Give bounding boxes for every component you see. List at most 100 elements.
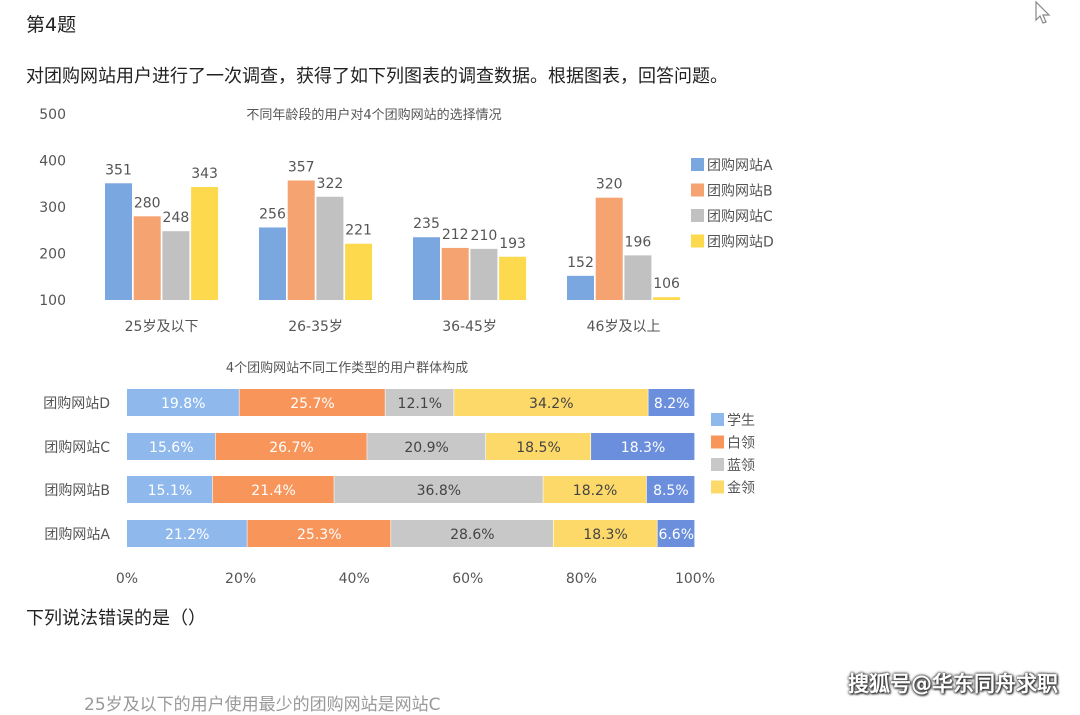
bar-value-label: 235 — [413, 216, 440, 232]
segment-value-label: 20.9% — [404, 440, 448, 456]
segment-value-label: 36.8% — [417, 483, 461, 499]
y-tick-label: 500 — [39, 107, 66, 123]
segment-value-label: 15.6% — [149, 440, 193, 456]
answer-option-a[interactable]: 25岁及以下的用户使用最少的团购网站是网站C — [84, 695, 441, 715]
segment-value-label: 25.3% — [297, 527, 341, 543]
bar-value-label: 322 — [317, 176, 344, 192]
segment-value-label: 18.3% — [621, 440, 665, 456]
bar — [345, 243, 373, 300]
segment-value-label: 8.2% — [654, 396, 690, 412]
segment-value-label: 21.2% — [165, 527, 209, 543]
legend-swatch — [711, 458, 724, 471]
y-tick-label: 400 — [39, 154, 66, 170]
legend-label: 蓝领 — [727, 458, 755, 474]
bar-value-label: 280 — [134, 195, 161, 211]
segment-value-label: 25.7% — [290, 396, 334, 412]
stacked-bar-segment — [543, 476, 647, 503]
stacked-bar-segment — [212, 476, 334, 503]
legend-swatch — [711, 480, 724, 494]
row-label: 团购网站A — [44, 527, 110, 543]
stacked-bar-segment — [127, 389, 239, 416]
stacked-bar-segment — [553, 520, 657, 547]
stacked-bar-segment — [385, 389, 454, 416]
bar — [653, 297, 681, 300]
watermark: 搜狐号@华东同舟求职 — [848, 672, 1058, 696]
stacked-bar-segment — [127, 433, 216, 460]
chart2-title: 4个团购网站不同工作类型的用户群体构成 — [226, 360, 468, 376]
question-prompt: 下列说法错误的是（） — [26, 608, 206, 629]
category-label: 25岁及以下 — [125, 319, 199, 335]
segment-value-label: 21.4% — [251, 483, 295, 499]
legend-swatch — [691, 209, 704, 222]
segment-value-label: 28.6% — [450, 527, 494, 543]
y-tick-label: 200 — [39, 247, 66, 263]
arrow-cursor-icon — [1035, 0, 1051, 24]
question-number: 第4题 — [26, 14, 77, 36]
bar — [624, 255, 652, 300]
bar — [499, 256, 527, 300]
legend-label: 团购网站D — [707, 235, 774, 251]
stacked-bar-segment — [247, 520, 391, 547]
stacked-bar-segment — [334, 476, 543, 503]
segment-value-label: 34.2% — [529, 396, 573, 412]
stacked-bar-segment — [646, 476, 695, 503]
segment-value-label: 19.8% — [161, 396, 205, 412]
row-label: 团购网站C — [44, 440, 110, 456]
bar-value-label: 248 — [163, 210, 190, 226]
legend-label: 团购网站C — [707, 209, 773, 225]
legend-swatch — [711, 413, 724, 426]
chart1-title: 不同年龄段的用户对4个团购网站的选择情况 — [246, 107, 501, 123]
legend-swatch — [691, 183, 704, 197]
bar-value-label: 106 — [653, 276, 680, 292]
work-type-stacked-bar-chart: 4个团购网站不同工作类型的用户群体构成 19.8% 25.7% 12.1% 34.2%… — [43, 360, 755, 587]
bar-value-label: 193 — [499, 236, 526, 252]
bar — [470, 248, 498, 300]
age-group-bar-chart: 不同年龄段的用户对4个团购网站的选择情况 100 200 300 400 500 351… — [39, 107, 774, 335]
segment-value-label: 8.5% — [653, 483, 689, 499]
bar-value-label: 210 — [471, 228, 498, 244]
row-label: 团购网站D — [43, 396, 110, 412]
bar — [441, 247, 469, 300]
segment-value-label: 26.7% — [269, 440, 313, 456]
stacked-bar-segment — [648, 389, 695, 416]
bar — [595, 197, 623, 300]
stacked-bar-segment — [239, 389, 385, 416]
question-intro: 对团购网站用户进行了一次调查，获得了如下列图表的调查数据。根据图表，回答问题。 — [26, 66, 728, 87]
stacked-bar-segment — [454, 389, 648, 416]
bar — [191, 187, 219, 300]
category-label: 26-35岁 — [288, 319, 343, 335]
legend-swatch — [691, 158, 704, 171]
segment-value-label: 12.1% — [398, 396, 442, 412]
x-tick-label: 40% — [339, 571, 370, 587]
segment-value-label: 18.5% — [516, 440, 560, 456]
legend-swatch — [691, 234, 704, 248]
bar — [105, 183, 132, 300]
bar — [413, 237, 440, 300]
legend-label: 白领 — [727, 436, 755, 452]
x-tick-label: 60% — [452, 571, 483, 587]
legend-label: 团购网站B — [707, 184, 773, 200]
bar — [259, 227, 286, 300]
bar — [162, 231, 190, 300]
bar-value-label: 343 — [191, 166, 218, 182]
row-label: 团购网站B — [44, 483, 110, 499]
segment-value-label: 18.3% — [583, 527, 627, 543]
legend-swatch — [711, 435, 724, 449]
x-tick-label: 80% — [566, 571, 597, 587]
legend-label: 学生 — [727, 413, 755, 429]
segment-value-label: 18.2% — [573, 483, 617, 499]
bar-value-label: 256 — [259, 206, 286, 222]
y-tick-label: 100 — [39, 293, 66, 309]
x-tick-label: 0% — [116, 571, 138, 587]
segment-value-label: 6.6% — [658, 527, 694, 543]
bar — [133, 216, 161, 300]
stacked-bar-segment — [215, 433, 367, 460]
legend-label: 团购网站A — [707, 158, 773, 174]
bar-value-label: 221 — [345, 223, 372, 239]
bar — [567, 275, 594, 300]
bar — [287, 180, 315, 300]
category-label: 46岁及以上 — [587, 319, 661, 335]
stacked-bar-segment — [127, 520, 247, 547]
category-label: 36-45岁 — [442, 319, 497, 335]
legend-label: 金领 — [727, 481, 755, 497]
